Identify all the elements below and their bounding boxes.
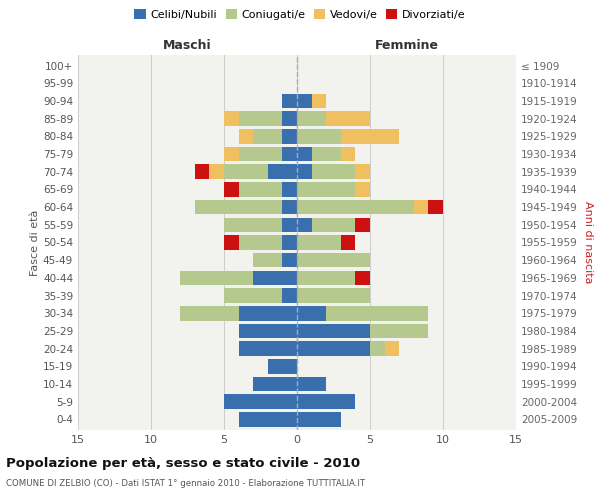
Bar [311, 94, 326, 108]
Bar [414, 200, 428, 214]
Bar [195, 164, 209, 179]
Bar [297, 253, 370, 268]
Bar [224, 164, 268, 179]
Bar [224, 288, 283, 303]
Bar [283, 182, 297, 196]
Bar [297, 129, 341, 144]
Bar [283, 94, 297, 108]
Bar [311, 147, 341, 162]
Bar [370, 342, 385, 356]
Y-axis label: Anni di nascita: Anni di nascita [583, 201, 593, 284]
Bar [239, 306, 297, 320]
Bar [297, 270, 355, 285]
Bar [180, 270, 253, 285]
Bar [283, 129, 297, 144]
Bar [283, 147, 297, 162]
Bar [385, 342, 399, 356]
Text: Femmine: Femmine [374, 40, 439, 52]
Bar [224, 235, 239, 250]
Bar [224, 394, 297, 409]
Bar [253, 253, 283, 268]
Bar [283, 200, 297, 214]
Bar [224, 182, 239, 196]
Bar [311, 164, 355, 179]
Bar [180, 306, 239, 320]
Bar [355, 270, 370, 285]
Bar [341, 235, 355, 250]
Bar [370, 324, 428, 338]
Y-axis label: Fasce di età: Fasce di età [30, 210, 40, 276]
Bar [297, 412, 341, 426]
Bar [297, 288, 370, 303]
Bar [297, 164, 311, 179]
Bar [297, 112, 326, 126]
Text: Maschi: Maschi [163, 40, 212, 52]
Bar [297, 324, 370, 338]
Bar [297, 306, 326, 320]
Bar [268, 359, 297, 374]
Bar [341, 147, 355, 162]
Bar [239, 412, 297, 426]
Bar [239, 147, 283, 162]
Bar [355, 164, 370, 179]
Bar [297, 147, 311, 162]
Bar [283, 288, 297, 303]
Bar [297, 218, 311, 232]
Bar [224, 218, 283, 232]
Bar [209, 164, 224, 179]
Bar [355, 218, 370, 232]
Bar [239, 129, 253, 144]
Bar [311, 218, 355, 232]
Bar [239, 235, 283, 250]
Bar [239, 112, 283, 126]
Text: Popolazione per età, sesso e stato civile - 2010: Popolazione per età, sesso e stato civil… [6, 458, 360, 470]
Bar [283, 112, 297, 126]
Text: COMUNE DI ZELBIO (CO) - Dati ISTAT 1° gennaio 2010 - Elaborazione TUTTITALIA.IT: COMUNE DI ZELBIO (CO) - Dati ISTAT 1° ge… [6, 479, 365, 488]
Bar [253, 377, 297, 392]
Bar [297, 377, 326, 392]
Bar [224, 147, 239, 162]
Bar [253, 270, 297, 285]
Bar [341, 129, 399, 144]
Bar [297, 394, 355, 409]
Bar [283, 253, 297, 268]
Bar [326, 306, 428, 320]
Bar [195, 200, 283, 214]
Bar [283, 235, 297, 250]
Bar [283, 218, 297, 232]
Bar [239, 182, 283, 196]
Bar [297, 200, 414, 214]
Bar [239, 324, 297, 338]
Bar [355, 182, 370, 196]
Legend: Celibi/Nubili, Coniugati/e, Vedovi/e, Divorziati/e: Celibi/Nubili, Coniugati/e, Vedovi/e, Di… [131, 6, 469, 23]
Bar [297, 94, 311, 108]
Bar [268, 164, 297, 179]
Bar [297, 182, 355, 196]
Bar [428, 200, 443, 214]
Bar [326, 112, 370, 126]
Bar [253, 129, 283, 144]
Bar [224, 112, 239, 126]
Bar [239, 342, 297, 356]
Bar [297, 235, 341, 250]
Bar [297, 342, 370, 356]
